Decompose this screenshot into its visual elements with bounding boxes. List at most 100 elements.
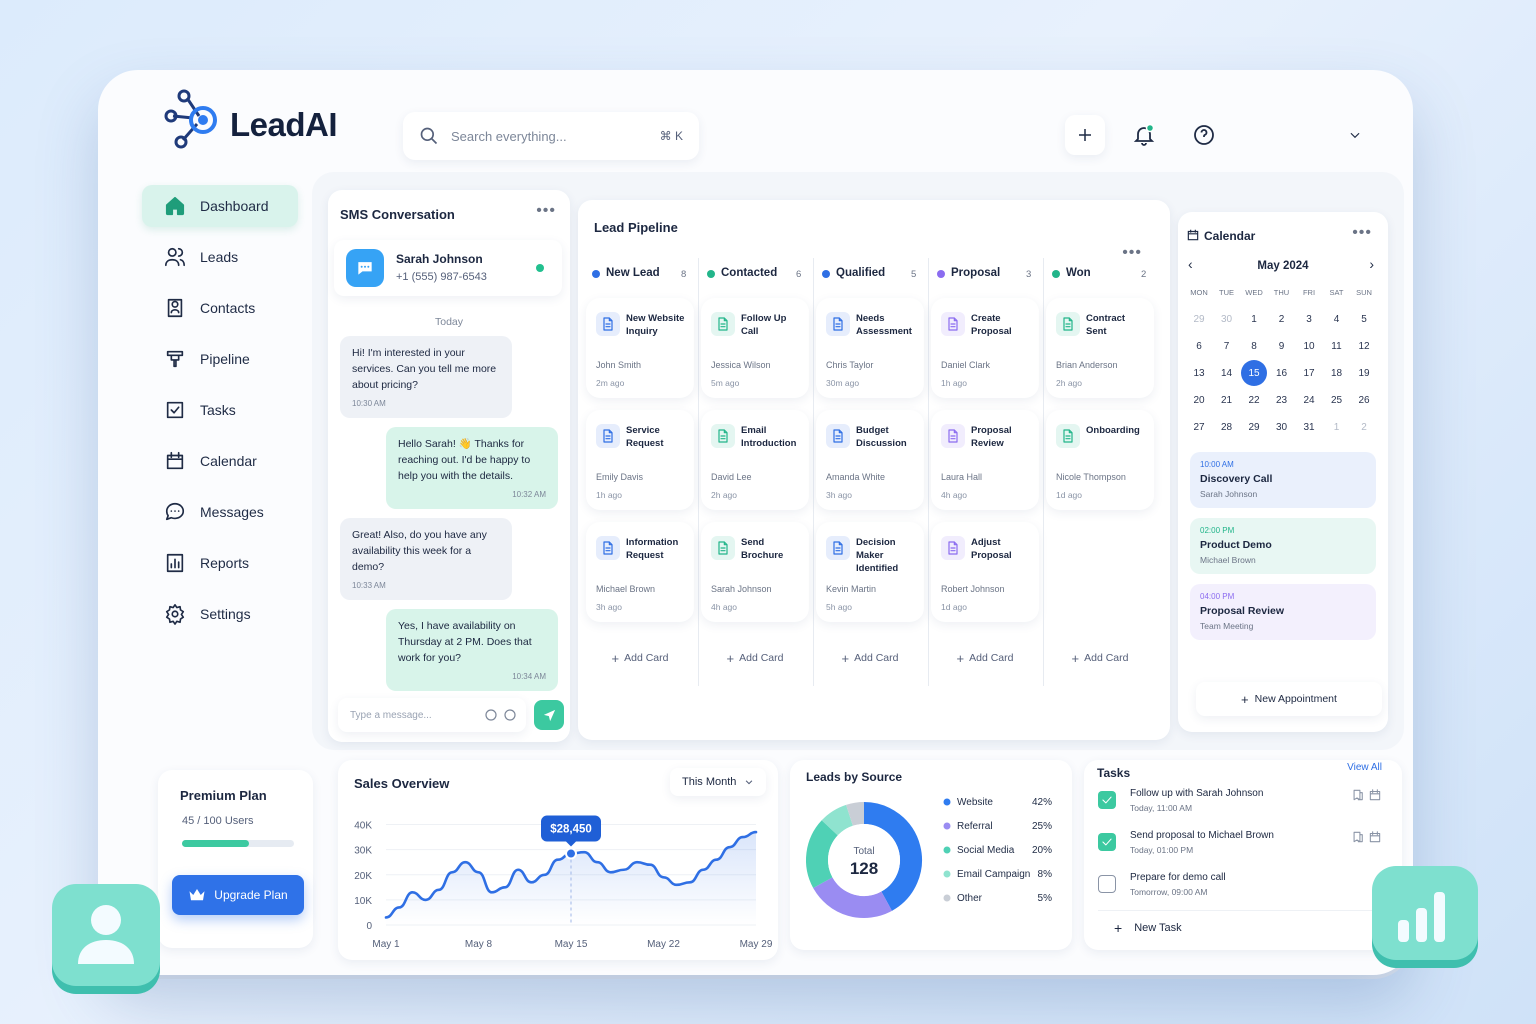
lead-card[interactable]: Needs Assessment Chris Taylor 30m ago xyxy=(816,298,924,398)
calendar-day[interactable]: 28 xyxy=(1220,421,1233,433)
lead-card[interactable]: Proposal Review Laura Hall 4h ago xyxy=(931,410,1039,510)
help-button[interactable] xyxy=(1184,115,1224,155)
lead-card[interactable]: New Website Inquiry John Smith 2m ago xyxy=(586,298,694,398)
calendar-day[interactable]: 2 xyxy=(1361,421,1367,433)
logo-network xyxy=(164,89,201,149)
send-icon xyxy=(543,709,555,721)
calendar-day[interactable]: 5 xyxy=(1361,313,1367,325)
sms-menu[interactable]: ••• xyxy=(536,202,556,219)
lead-card[interactable]: Onboarding Nicole Thompson 1d ago xyxy=(1046,410,1154,510)
lead-card[interactable]: Adjust Proposal Robert Johnson 1d ago xyxy=(931,522,1039,622)
calendar-day[interactable]: 18 xyxy=(1330,367,1343,379)
add-card-button[interactable]: + Add Card xyxy=(586,640,694,676)
calendar-day[interactable]: 13 xyxy=(1193,367,1205,379)
calendar-day[interactable]: 30 xyxy=(1275,421,1288,433)
icon-path xyxy=(948,317,958,331)
search-box[interactable]: Search everything... ⌘ K xyxy=(403,112,699,160)
calendar-day[interactable]: 31 xyxy=(1303,421,1315,433)
card-title: Send Brochure xyxy=(741,537,784,561)
calendar-day[interactable]: 16 xyxy=(1275,367,1288,379)
lead-card[interactable]: Budget Discussion Amanda White 3h ago xyxy=(816,410,924,510)
add-card-button[interactable]: + Add Card xyxy=(931,640,1039,676)
notifications-button[interactable] xyxy=(1124,115,1164,155)
calendar-day[interactable]: 30 xyxy=(1220,313,1233,325)
calendar-day[interactable]: 10 xyxy=(1303,340,1315,352)
new-task-button[interactable]: + New Task xyxy=(1114,920,1182,936)
calendar-day[interactable]: 22 xyxy=(1248,394,1260,406)
calendar-day[interactable]: 1 xyxy=(1333,421,1340,433)
add-card-button[interactable]: + Add Card xyxy=(1046,640,1154,676)
y-tick-label: 10K xyxy=(354,896,372,907)
pipeline-menu[interactable]: ••• xyxy=(1122,244,1142,261)
message-bubble: Yes, I have availability on Thursday at … xyxy=(386,609,558,691)
calendar-day[interactable]: 9 xyxy=(1278,340,1285,352)
x-tick-label: May 1 xyxy=(372,939,400,950)
event-card[interactable]: 10:00 AM Discovery Call Sarah Johnson xyxy=(1190,452,1376,508)
card-time: 4h ago xyxy=(711,602,737,612)
calendar-day[interactable]: 29 xyxy=(1248,421,1260,433)
lead-card[interactable]: Information Request Michael Brown 3h ago xyxy=(586,522,694,622)
upgrade-button[interactable]: Upgrade Plan xyxy=(172,875,304,915)
calendar-day[interactable]: 6 xyxy=(1196,340,1202,352)
task-checkbox[interactable] xyxy=(1098,875,1116,893)
calendar-day[interactable]: 11 xyxy=(1331,340,1342,352)
lead-card[interactable]: Send Brochure Sarah Johnson 4h ago xyxy=(701,522,809,622)
event-card[interactable]: 02:00 PM Product Demo Michael Brown xyxy=(1190,518,1376,574)
nav-item[interactable]: Leads xyxy=(142,236,298,278)
calendar-day[interactable]: 17 xyxy=(1303,367,1315,379)
message-input[interactable]: Type a message... xyxy=(338,698,526,732)
new-appointment-button[interactable]: + New Appointment xyxy=(1196,682,1382,716)
calendar-day[interactable]: 24 xyxy=(1303,394,1315,406)
calendar-day[interactable]: 15 xyxy=(1241,360,1267,386)
calendar-day[interactable]: 8 xyxy=(1251,340,1257,352)
calendar-menu[interactable]: ••• xyxy=(1352,224,1372,241)
lead-card[interactable]: Contract Sent Brian Anderson 2h ago xyxy=(1046,298,1154,398)
doc-badge xyxy=(1056,424,1080,448)
task-checkbox[interactable] xyxy=(1098,791,1116,809)
lead-card[interactable]: Email Introduction David Lee 2h ago xyxy=(701,410,809,510)
column-count: 3 xyxy=(1026,269,1032,280)
period-select[interactable]: This Month xyxy=(670,768,766,796)
view-all-link[interactable]: View All xyxy=(1347,762,1382,773)
add-card-button[interactable]: + Add Card xyxy=(701,640,809,676)
calendar-day[interactable]: 1 xyxy=(1251,313,1257,325)
lead-card[interactable]: Decision Maker Identified Kevin Martin 5h … xyxy=(816,522,924,622)
calendar-day[interactable]: 29 xyxy=(1193,313,1205,325)
calendar-day[interactable]: 19 xyxy=(1358,367,1370,379)
nav-item[interactable]: Messages xyxy=(142,491,298,533)
icon xyxy=(948,317,958,331)
calendar-day[interactable]: 25 xyxy=(1330,394,1343,406)
prev-month[interactable]: ‹ xyxy=(1188,256,1193,272)
calendar-day[interactable]: 3 xyxy=(1306,313,1312,325)
nav-item[interactable]: Contacts xyxy=(142,287,298,329)
nav-item[interactable]: Reports xyxy=(142,542,298,584)
calendar-day[interactable]: 23 xyxy=(1275,394,1288,406)
send-button[interactable] xyxy=(534,700,564,730)
lead-card[interactable]: Create Proposal Daniel Clark 1h ago xyxy=(931,298,1039,398)
calendar-day[interactable]: 4 xyxy=(1333,313,1340,325)
nav-item[interactable]: Tasks xyxy=(142,389,298,431)
person-body xyxy=(78,940,134,964)
calendar-day[interactable]: 21 xyxy=(1220,394,1233,406)
nav-label: Reports xyxy=(200,555,250,571)
event-card[interactable]: 04:00 PM Proposal Review Team Meeting xyxy=(1190,584,1376,640)
calendar-day[interactable]: 20 xyxy=(1193,394,1205,406)
calendar-day[interactable]: 26 xyxy=(1358,394,1370,406)
add-card-button[interactable]: + Add Card xyxy=(816,640,924,676)
profile-menu[interactable] xyxy=(1340,120,1370,150)
nav-item[interactable]: Calendar xyxy=(142,440,298,482)
calendar-day[interactable]: 12 xyxy=(1358,340,1370,352)
calendar-day[interactable]: 27 xyxy=(1193,421,1205,433)
calendar-day[interactable]: 7 xyxy=(1223,340,1230,352)
task-checkbox[interactable] xyxy=(1098,833,1116,851)
calendar-day[interactable]: 2 xyxy=(1278,313,1285,325)
column-count: 8 xyxy=(681,269,687,280)
nav-item[interactable]: Settings xyxy=(142,593,298,635)
add-button[interactable] xyxy=(1065,115,1105,155)
lead-card[interactable]: Follow Up Call Jessica Wilson 5m ago xyxy=(701,298,809,398)
nav-item[interactable]: Pipeline xyxy=(142,338,298,380)
calendar-day[interactable]: 14 xyxy=(1220,367,1233,379)
lead-card[interactable]: Service Request Emily Davis 1h ago xyxy=(586,410,694,510)
next-month[interactable]: › xyxy=(1369,256,1374,272)
nav-item[interactable]: Dashboard xyxy=(142,185,298,227)
